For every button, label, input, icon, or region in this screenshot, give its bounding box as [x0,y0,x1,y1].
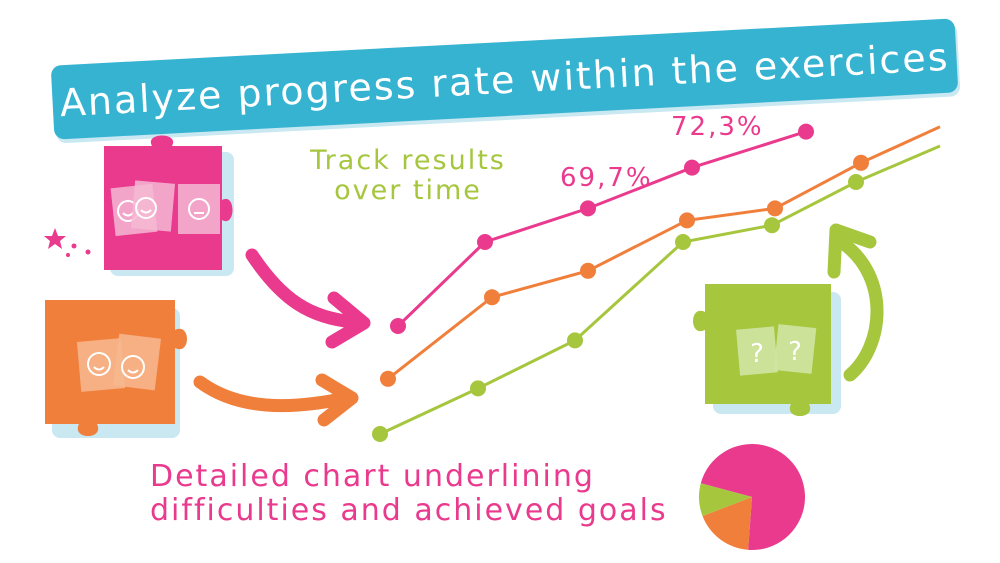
happy-face-icon [76,338,126,392]
pie-slice-1 [700,444,805,550]
green-arrow-icon [827,223,884,382]
value-label-72-3: 72,3% [671,112,764,142]
happy-face-icon [112,333,162,391]
series-1-point-3 [580,200,596,217]
green-puzzle-piece: ? ? [693,284,841,416]
series-3-point-3 [567,332,583,349]
series-2-point-3 [580,262,596,279]
pie-slice-3 [699,483,752,516]
series-2-point-2 [484,289,500,306]
svg-text:?: ? [750,339,764,369]
pink-arrow-icon [245,248,371,349]
detail-caption-line2: difficulties and achieved goals [150,492,668,528]
series-2-point-4 [679,212,695,229]
series-2-point-5 [767,200,783,217]
series-3-point-6 [848,174,864,190]
sparkle-icon [44,228,91,257]
neutral-face-icon [178,184,220,234]
track-caption-line1: Track results [310,145,506,176]
series-2-point-6 [853,154,869,171]
series-3-point-2 [470,380,486,397]
orange-puzzle-piece [45,300,187,438]
line-chart [372,123,941,442]
series-1-point-4 [684,159,700,176]
pink-puzzle-piece [104,135,234,276]
question-mark-icon: ? [736,326,778,376]
series-1-point-5 [798,123,814,140]
detailed-chart-caption: Detailed chart underlining difficulties … [150,460,668,527]
question-mark-icon: ? [773,324,817,374]
series-3-point-5 [764,217,780,234]
happy-face-icon [130,180,176,232]
series-3-point-4 [675,234,691,250]
detail-caption-line1: Detailed chart underlining [150,459,595,494]
series-1-point-2 [477,234,493,250]
track-results-caption: Track results over time [298,145,518,207]
track-caption-line2: over time [334,175,482,207]
series-3-point-1 [372,426,388,442]
value-label-69-7: 69,7% [560,163,653,193]
pie-chart [699,444,805,550]
svg-text:?: ? [788,337,802,367]
orange-arrow-icon [193,373,359,427]
series-1-point-1 [390,318,406,334]
pie-slice-2 [702,497,752,550]
series-2-point-1 [380,370,396,387]
